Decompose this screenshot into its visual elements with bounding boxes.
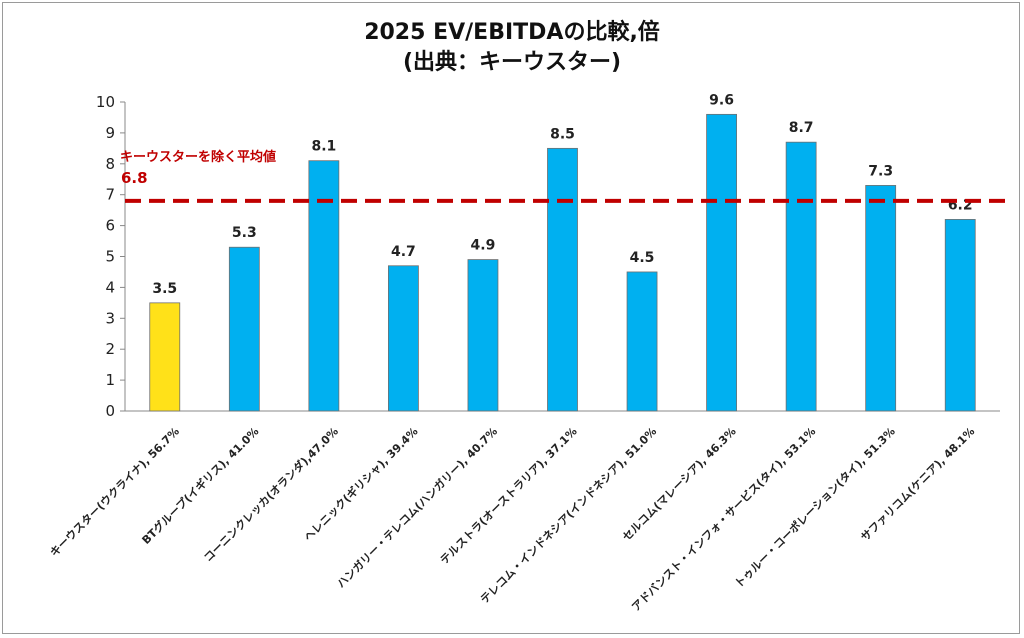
data-label: 5.3	[232, 225, 257, 241]
data-label: 4.5	[630, 250, 655, 266]
y-tick-label: 0	[105, 402, 115, 420]
data-label: 3.5	[152, 281, 177, 297]
y-tick-label: 4	[105, 278, 115, 296]
data-label: 8.7	[789, 120, 814, 136]
category-label: テルストラ(オーストラリア), 37.1%	[438, 425, 580, 567]
bar	[228, 246, 260, 412]
bar	[547, 147, 578, 412]
data-label: 4.7	[391, 244, 416, 260]
category-label: アドバンスト・インフォ・サービス(タイ), 53.1%	[629, 424, 819, 614]
data-label: 8.1	[311, 139, 336, 155]
chart-title: 2025 EV/EBITDAの比較,倍	[364, 20, 660, 45]
y-tick-label: 10	[96, 93, 115, 111]
bar	[626, 271, 658, 412]
data-label: 9.6	[709, 92, 734, 108]
bar	[149, 302, 181, 412]
bar	[308, 160, 340, 412]
bar	[467, 259, 499, 412]
category-label: コーニンクレッカ(オランダ),47.0%	[201, 424, 341, 564]
reference-line-value: 6.8	[121, 169, 148, 187]
data-label: 8.5	[550, 126, 575, 142]
reference-line-label: キーウスターを除く平均値	[120, 149, 276, 165]
y-tick-label: 8	[105, 155, 115, 173]
y-tick-label: 2	[105, 340, 115, 358]
y-tick-label: 6	[105, 217, 115, 235]
y-tick-label: 1	[105, 371, 115, 389]
y-tick-label: 3	[105, 309, 115, 327]
category-label: キーウスター(ウクライナ), 56.7%	[48, 425, 182, 559]
category-label: テレコム・インドネシア(インドネシア), 51.0%	[478, 425, 659, 606]
y-tick-label: 5	[105, 248, 115, 266]
bar	[785, 141, 817, 412]
y-tick-label: 9	[105, 124, 115, 142]
chart-subtitle: (出典：キーウスター)	[402, 50, 622, 75]
bar	[865, 185, 897, 412]
data-label: 7.3	[868, 163, 893, 179]
bar	[388, 265, 419, 412]
category-label: トゥルー・コーポレーション(タイ), 51.3%	[732, 424, 898, 590]
y-tick-label: 7	[105, 186, 115, 204]
data-label: 4.9	[471, 238, 496, 254]
category-label: ハンガリー・テレコム(ハンガリー), 40.7%	[334, 424, 500, 590]
bar	[706, 113, 737, 412]
bar	[944, 219, 976, 412]
